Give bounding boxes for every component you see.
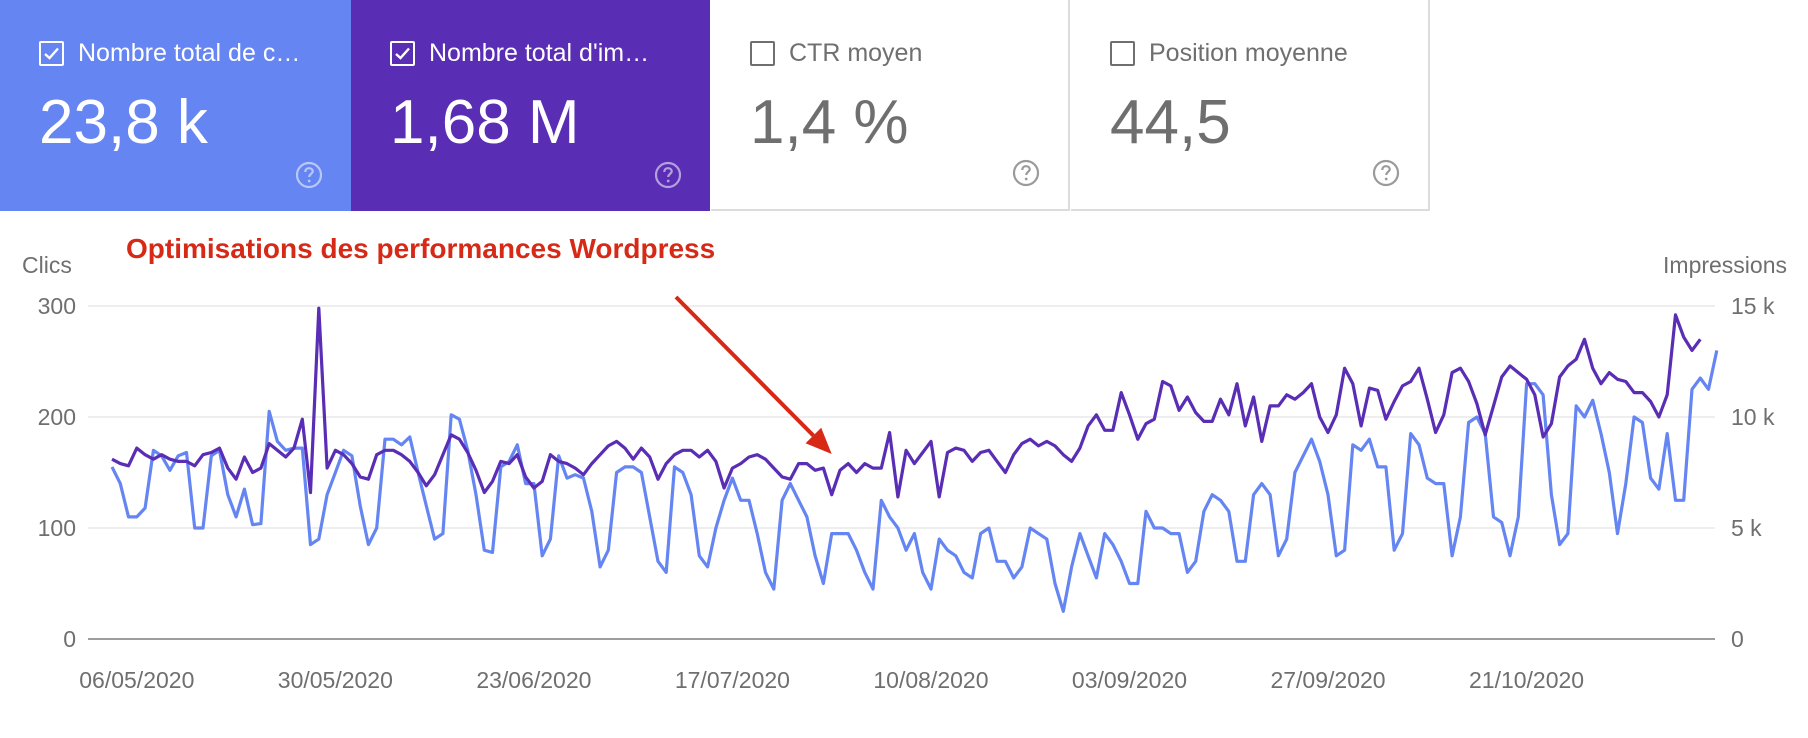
series-line-impressions bbox=[111, 306, 1702, 499]
help-icon[interactable] bbox=[1012, 159, 1040, 187]
metric-value: 44,5 bbox=[1110, 88, 1231, 157]
series-line-clics bbox=[110, 350, 1719, 613]
annotation-arrow-shaft bbox=[674, 295, 815, 437]
left-axis-title: Clics bbox=[22, 252, 72, 278]
metric-value: 23,8 k bbox=[39, 88, 208, 157]
metric-card-header: CTR moyen bbox=[750, 39, 922, 68]
x-axis-tick-label: 03/09/2020 bbox=[1072, 667, 1187, 693]
metric-card-header: Position moyenne bbox=[1110, 39, 1348, 68]
metric-value: 1,4 % bbox=[750, 88, 909, 157]
gridlines bbox=[88, 305, 1715, 529]
x-axis-tick-label: 17/07/2020 bbox=[675, 667, 790, 693]
right-axis-tick-label: 10 k bbox=[1731, 404, 1775, 430]
left-axis-ticks: 0 100 200 300 bbox=[38, 293, 76, 652]
checkbox-checked-icon[interactable] bbox=[390, 41, 415, 66]
x-axis-tick-label: 06/05/2020 bbox=[79, 667, 194, 693]
x-axis-tick-label: 10/08/2020 bbox=[873, 667, 988, 693]
metric-value: 1,68 M bbox=[390, 88, 580, 157]
annotation-text: Optimisations des performances Wordpress bbox=[126, 233, 715, 264]
left-axis-tick-label: 200 bbox=[38, 404, 76, 430]
metric-label: Position moyenne bbox=[1149, 39, 1348, 67]
right-axis-tick-label: 5 k bbox=[1731, 515, 1762, 541]
metric-label: CTR moyen bbox=[789, 39, 923, 67]
x-axis-tick-label: 23/06/2020 bbox=[476, 667, 591, 693]
metric-card-clicks[interactable]: Nombre total de clics 23,8 k bbox=[0, 0, 351, 211]
metric-card-impressions[interactable]: Nombre total d'impressions 1,68 M bbox=[351, 0, 710, 211]
metric-card-ctr[interactable]: CTR moyen 1,4 % bbox=[711, 0, 1070, 211]
metric-label: Nombre total d'impressions bbox=[429, 39, 654, 67]
x-axis-tick-label: 30/05/2020 bbox=[278, 667, 393, 693]
checkbox-checked-icon[interactable] bbox=[39, 41, 64, 66]
right-axis-tick-label: 0 bbox=[1731, 626, 1744, 652]
x-axis-ticks: 06/05/2020 30/05/2020 23/06/2020 17/07/2020… bbox=[79, 667, 1584, 693]
series-lines bbox=[110, 306, 1719, 613]
metric-card-position[interactable]: Position moyenne 44,5 bbox=[1071, 0, 1430, 211]
right-axis-title: Impressions bbox=[1663, 252, 1787, 278]
annotation-arrow bbox=[674, 295, 832, 454]
x-axis-tick-label: 21/10/2020 bbox=[1469, 667, 1584, 693]
left-axis-tick-label: 100 bbox=[38, 515, 76, 541]
checkbox-unchecked-icon[interactable] bbox=[750, 41, 775, 66]
annotation-arrow-head bbox=[805, 427, 832, 454]
metric-label: Nombre total de clics bbox=[78, 39, 303, 67]
checkbox-unchecked-icon[interactable] bbox=[1110, 41, 1135, 66]
metric-cards: Nombre total de clics 23,8 k Nombre total … bbox=[0, 0, 1437, 211]
x-axis-tick-label: 27/09/2020 bbox=[1270, 667, 1385, 693]
help-icon[interactable] bbox=[654, 161, 682, 189]
performance-chart: Clics Impressions 0 100 200 300 0 5 k 10 k 15 … bbox=[22, 233, 1787, 693]
left-axis-tick-label: 300 bbox=[38, 293, 76, 319]
left-axis-tick-label: 0 bbox=[63, 626, 76, 652]
metric-card-header: Nombre total d'impressions bbox=[390, 39, 654, 68]
right-axis-tick-label: 15 k bbox=[1731, 293, 1775, 319]
help-icon[interactable] bbox=[295, 161, 323, 189]
right-axis-ticks: 0 5 k 10 k 15 k bbox=[1731, 293, 1775, 652]
metric-card-header: Nombre total de clics bbox=[39, 39, 303, 68]
help-icon[interactable] bbox=[1372, 159, 1400, 187]
